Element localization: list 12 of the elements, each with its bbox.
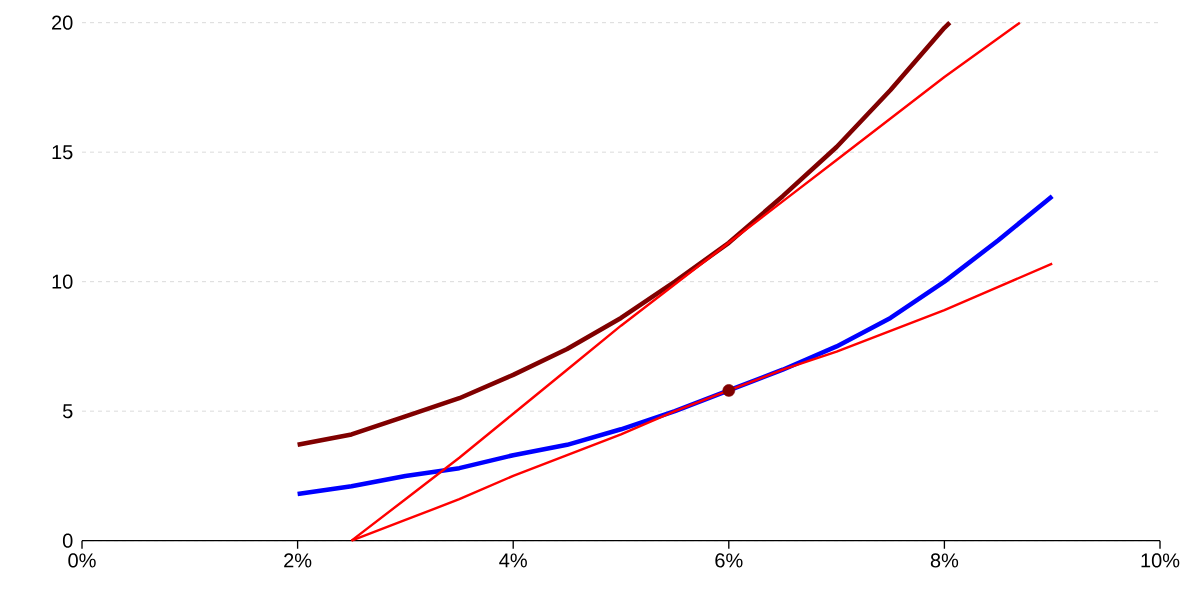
x-tick-label: 10% <box>1141 553 1180 568</box>
line-series <box>295 20 953 447</box>
y-tick-label: 20 <box>52 15 73 30</box>
x-tick-label: 0% <box>68 553 96 568</box>
x-tick-label: 2% <box>284 553 312 568</box>
x-tick-label: 6% <box>715 553 743 568</box>
x-tick-label: 8% <box>930 553 959 568</box>
y-tick-label: 15 <box>52 145 73 159</box>
y-tick-label: 5 <box>62 404 73 418</box>
x-tick-label: 4% <box>499 553 527 568</box>
y-tick-label: 0 <box>62 533 73 548</box>
y-tick-label: 10 <box>52 274 73 289</box>
